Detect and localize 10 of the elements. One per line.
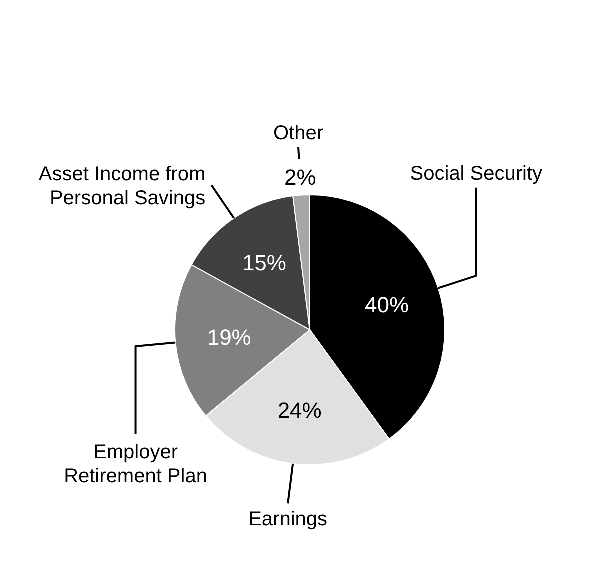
slice-label: Social Security [410, 162, 543, 185]
slice-label: Asset Income from Personal Savings [38, 163, 206, 210]
slice-label: Other [273, 122, 324, 144]
data-label: 24% [278, 398, 322, 423]
data-label: 40% [365, 292, 410, 318]
data-label: 15% [242, 250, 286, 276]
data-label: 2% [284, 164, 316, 190]
slice-label: Earnings [248, 508, 328, 531]
data-label: 19% [207, 325, 252, 350]
slice-label: Employer Retirement Plan [64, 441, 208, 488]
